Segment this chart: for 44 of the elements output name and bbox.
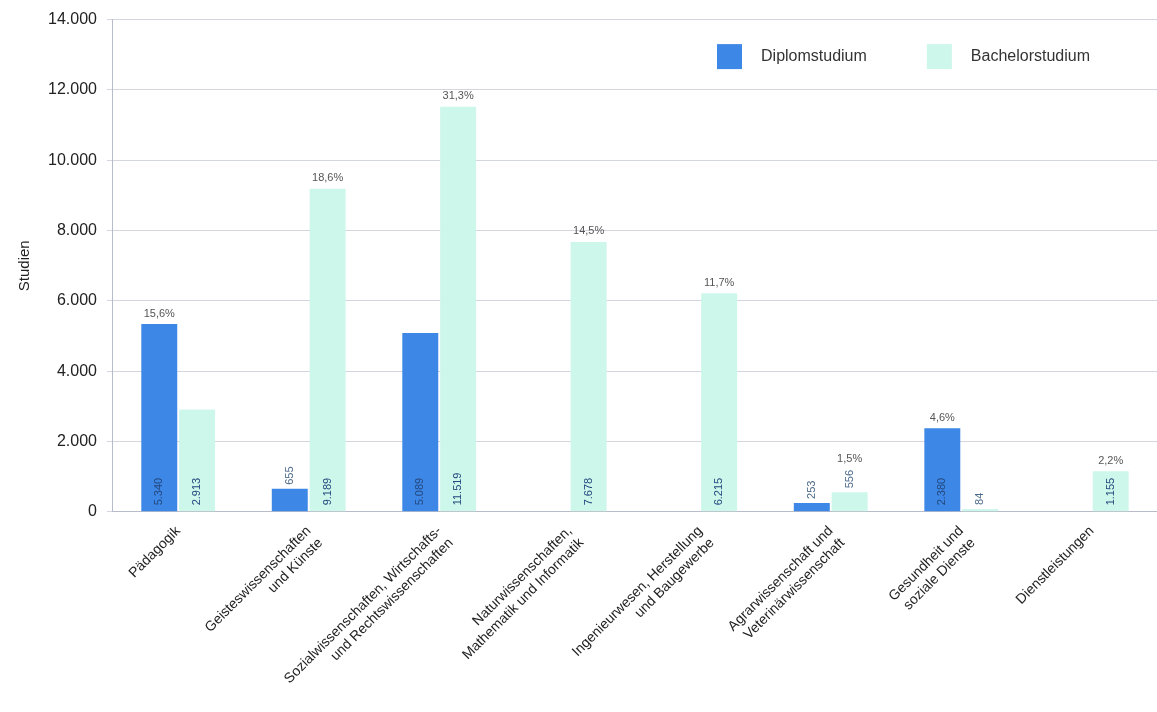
data-label: 84 [973,492,986,505]
bar [793,502,830,512]
annotation: 15,6% [143,306,176,319]
annotation: 18,6% [312,171,344,184]
bar [831,492,868,512]
annotation: 11,7% [703,275,735,288]
bar [701,293,738,512]
data-label: 2.913 [190,477,203,506]
data-label: 5.089 [413,477,426,506]
bar [570,241,607,512]
annotation: 2,2% [1098,453,1124,466]
y-tick-label: 4.000 [56,361,98,379]
data-label: 11.519 [451,472,464,506]
y-tick-label: 10.000 [48,150,98,168]
bar [271,488,308,512]
bar [179,409,216,512]
legend-label: Bachelorstudium [970,47,1090,65]
data-label: 556 [842,469,855,489]
data-label: 2.380 [935,477,948,506]
data-label: 5.340 [152,477,165,506]
y-tick-label: 14.000 [48,10,98,28]
data-label: 9.189 [320,477,333,506]
y-tick-label: 0 [88,502,98,520]
legend-label: Diplomstudium [761,47,867,65]
annotation: 4,6% [929,410,956,423]
bar [440,106,477,512]
y-axis-title: Studien [15,240,33,292]
bar [1092,471,1129,512]
bar [924,428,961,512]
annotation: 31,3% [442,89,474,102]
annotation: 14,5% [573,224,605,237]
y-tick-label: 12.000 [48,80,98,98]
bar [309,188,346,512]
y-tick-label: 8.000 [56,220,98,238]
bar [141,324,178,512]
data-label: 253 [804,480,817,499]
data-label: 6.215 [712,477,725,506]
annotation: 1,5% [837,452,863,465]
data-label: 1.155 [1103,477,1116,506]
data-label: 655 [282,466,295,485]
y-tick-label: 2.000 [56,431,98,449]
y-tick-label: 6.000 [56,291,98,309]
data-label: 7.678 [581,477,594,506]
bar [402,332,439,512]
